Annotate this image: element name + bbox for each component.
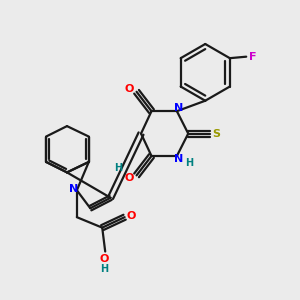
Text: N: N: [69, 184, 79, 194]
Text: O: O: [99, 254, 108, 264]
Text: O: O: [127, 211, 136, 221]
Text: H: H: [115, 163, 123, 173]
Text: S: S: [212, 129, 220, 139]
Text: N: N: [174, 103, 183, 113]
Text: H: H: [185, 158, 193, 168]
Text: N: N: [174, 154, 183, 164]
Text: F: F: [249, 52, 256, 62]
Text: H: H: [100, 264, 108, 274]
Text: O: O: [124, 84, 134, 94]
Text: O: O: [124, 173, 134, 183]
